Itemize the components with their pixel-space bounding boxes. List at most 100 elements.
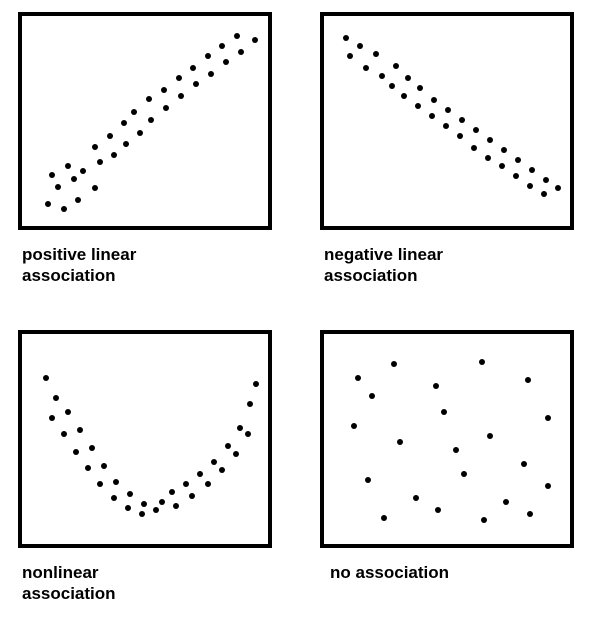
scatter-point [153,507,159,513]
scatter-point [80,168,86,174]
scatter-point [55,184,61,190]
scatter-point [73,449,79,455]
scatter-point [53,395,59,401]
scatter-point [183,481,189,487]
scatter-point [351,423,357,429]
scatter-point [445,107,451,113]
scatter-point [107,133,113,139]
scatter-point [178,93,184,99]
scatter-point [527,183,533,189]
scatter-panel-none [320,330,574,548]
scatter-point [435,507,441,513]
scatter-point [189,493,195,499]
scatter-point [355,375,361,381]
scatter-point [237,425,243,431]
scatter-point [208,71,214,77]
scatter-point [219,43,225,49]
scatter-point [479,359,485,365]
scatter-point [431,97,437,103]
scatter-point [515,157,521,163]
scatter-point [137,130,143,136]
panel-caption-negative: negative linear association [324,244,443,287]
scatter-point [211,459,217,465]
scatter-point [163,105,169,111]
scatter-point [77,427,83,433]
scatter-panel-positive [18,12,272,230]
scatter-point [389,83,395,89]
scatter-point [459,117,465,123]
scatter-point [233,451,239,457]
scatter-point [473,127,479,133]
scatter-point [457,133,463,139]
scatter-point [441,409,447,415]
scatter-point [545,415,551,421]
scatter-point [173,503,179,509]
scatter-point [513,173,519,179]
scatter-point [369,393,375,399]
scatter-point [401,93,407,99]
scatter-point [169,489,175,495]
scatter-point [461,471,467,477]
scatter-point [417,85,423,91]
panel-caption-nonlinear: nonlinear association [22,562,116,605]
scatter-point [205,481,211,487]
scatter-point [61,431,67,437]
scatter-point [141,501,147,507]
scatter-point [363,65,369,71]
scatter-point [433,383,439,389]
scatter-point [75,197,81,203]
scatter-point [193,81,199,87]
scatter-point [123,141,129,147]
scatter-point [405,75,411,81]
scatter-point [225,443,231,449]
scatter-point [45,201,51,207]
scatter-point [521,461,527,467]
scatter-point [527,511,533,517]
scatter-point [393,63,399,69]
scatter-point [487,433,493,439]
panel-caption-positive: positive linear association [22,244,136,287]
scatter-point [65,163,71,169]
scatter-point [443,123,449,129]
scatter-point [381,515,387,521]
scatter-point [481,517,487,523]
scatter-point [71,176,77,182]
scatter-point [525,377,531,383]
scatter-point [127,491,133,497]
scatter-point [471,145,477,151]
scatter-point [111,495,117,501]
scatter-point [373,51,379,57]
scatter-point [365,477,371,483]
scatter-point [219,467,225,473]
scatter-point [347,53,353,59]
scatter-point [190,65,196,71]
scatter-point [131,109,137,115]
scatter-point [238,49,244,55]
scatter-point [501,147,507,153]
scatter-point [111,152,117,158]
scatter-point [49,415,55,421]
scatter-point [159,499,165,505]
scatter-point [61,206,67,212]
scatter-point [499,163,505,169]
scatter-panel-nonlinear [18,330,272,548]
scatter-point [85,465,91,471]
scatter-point [545,483,551,489]
scatter-point [49,172,55,178]
scatter-point [43,375,49,381]
scatter-point [343,35,349,41]
scatter-point [223,59,229,65]
scatter-point [379,73,385,79]
scatter-point [453,447,459,453]
scatter-point [543,177,549,183]
scatter-point [413,495,419,501]
scatter-panel-negative [320,12,574,230]
scatter-point [146,96,152,102]
scatter-point [139,511,145,517]
scatter-point [485,155,491,161]
scatter-point [487,137,493,143]
scatter-point [391,361,397,367]
scatter-point [357,43,363,49]
scatter-point [97,481,103,487]
scatter-point [197,471,203,477]
